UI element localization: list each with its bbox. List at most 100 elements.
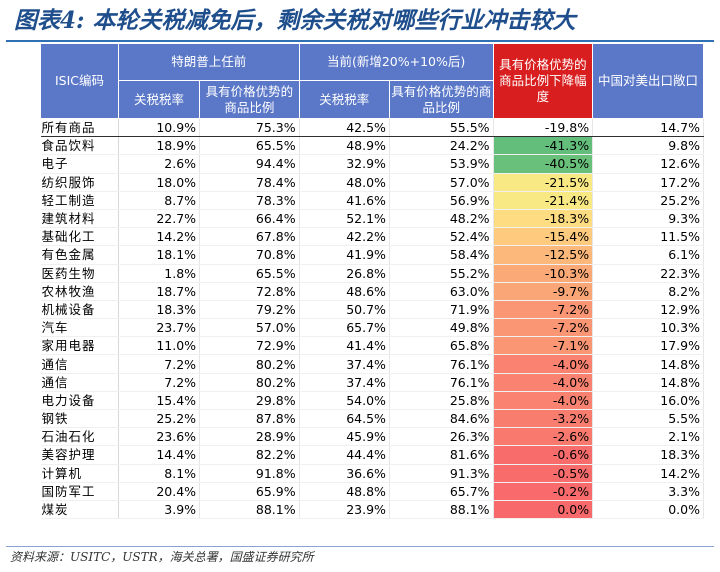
cell-pre-adv: 82.2% xyxy=(199,445,300,465)
cell-name: 食品饮料 xyxy=(40,136,119,156)
table-row: 食品饮料 18.9% 65.5% 48.9% 24.2% -41.3% 9.8% xyxy=(40,136,704,156)
cell-pre-adv: 75.3% xyxy=(199,118,300,138)
cell-name: 石油石化 xyxy=(40,427,119,447)
cell-pre-rate: 8.1% xyxy=(118,464,201,483)
cell-china: 14.8% xyxy=(592,354,704,374)
cell-cur-adv: 49.8% xyxy=(389,318,494,338)
table-row: 汽车 23.7% 57.0% 65.7% 49.8% -7.2% 10.3% xyxy=(40,318,704,338)
cell-cur-adv: 57.0% xyxy=(389,173,494,192)
cell-pre-adv: 80.2% xyxy=(199,354,300,374)
cell-name: 美容护理 xyxy=(40,445,119,465)
cell-cur-rate: 48.6% xyxy=(299,282,390,301)
table-row: 美容护理 14.4% 82.2% 44.4% 81.6% -0.6% 18.3% xyxy=(40,445,704,465)
cell-pre-rate: 14.2% xyxy=(118,227,201,247)
cell-cur-adv: 55.5% xyxy=(389,118,494,138)
cell-decline: -10.3% xyxy=(493,264,594,283)
table-row: 所有商品 10.9% 75.3% 42.5% 55.5% -19.8% 14.7% xyxy=(40,118,704,138)
table-row: 建筑材料 22.7% 66.4% 52.1% 48.2% -18.3% 9.3% xyxy=(40,209,704,229)
cell-cur-rate: 64.5% xyxy=(299,409,390,429)
cell-cur-adv: 24.2% xyxy=(389,136,494,156)
cell-pre-rate: 18.1% xyxy=(118,245,201,265)
cell-name: 机械设备 xyxy=(40,300,119,320)
cell-cur-adv: 58.4% xyxy=(389,245,494,265)
cell-name: 通信 xyxy=(40,354,119,374)
cell-pre-adv: 65.5% xyxy=(199,264,300,283)
table-row: 通信 7.2% 80.2% 37.4% 76.1% -4.0% 14.8% xyxy=(40,373,704,392)
table-row: 通信 7.2% 80.2% 37.4% 76.1% -4.0% 14.8% xyxy=(40,354,704,374)
cell-cur-rate: 54.0% xyxy=(299,391,390,411)
cell-name: 有色金属 xyxy=(40,245,119,265)
cell-cur-adv: 81.6% xyxy=(389,445,494,465)
header-isic: ISIC编码 xyxy=(40,43,119,119)
cell-china: 25.2% xyxy=(592,191,704,210)
cell-cur-rate: 23.9% xyxy=(299,500,390,520)
cell-name: 农林牧渔 xyxy=(40,282,119,301)
cell-cur-rate: 50.7% xyxy=(299,300,390,320)
cell-china: 14.8% xyxy=(592,373,704,392)
cell-cur-adv: 71.9% xyxy=(389,300,494,320)
cell-decline: -0.6% xyxy=(493,445,594,465)
cell-cur-rate: 65.7% xyxy=(299,318,390,338)
cell-cur-rate: 37.4% xyxy=(299,354,390,374)
cell-china: 10.3% xyxy=(592,318,704,338)
table-row: 石油石化 23.6% 28.9% 45.9% 26.3% -2.6% 2.1% xyxy=(40,427,704,447)
cell-cur-adv: 48.2% xyxy=(389,209,494,229)
cell-cur-adv: 65.8% xyxy=(389,336,494,356)
cell-cur-adv: 52.4% xyxy=(389,227,494,247)
cell-cur-rate: 48.8% xyxy=(299,482,390,501)
header-pre-adv: 具有价格优势的商品比例 xyxy=(199,80,300,119)
table-row: 基础化工 14.2% 67.8% 42.2% 52.4% -15.4% 11.5% xyxy=(40,227,704,247)
table-row: 钢铁 25.2% 87.8% 64.5% 84.6% -3.2% 5.5% xyxy=(40,409,704,429)
cell-decline: -9.7% xyxy=(493,282,594,301)
cell-cur-rate: 37.4% xyxy=(299,373,390,392)
cell-pre-adv: 29.8% xyxy=(199,391,300,411)
cell-name: 煤炭 xyxy=(40,500,119,520)
cell-china: 14.2% xyxy=(592,464,704,483)
cell-decline: -7.2% xyxy=(493,318,594,338)
header-group-current: 当前(新增20%+10%后) xyxy=(298,43,494,81)
cell-cur-adv: 76.1% xyxy=(389,354,494,374)
cell-name: 轻工制造 xyxy=(40,191,119,210)
cell-cur-rate: 44.4% xyxy=(299,445,390,465)
cell-decline: -4.0% xyxy=(493,391,594,411)
cell-cur-adv: 56.9% xyxy=(389,191,494,210)
cell-china: 9.3% xyxy=(592,209,704,229)
cell-pre-adv: 66.4% xyxy=(199,209,300,229)
cell-cur-adv: 65.7% xyxy=(389,482,494,501)
table-row: 轻工制造 8.7% 78.3% 41.6% 56.9% -21.4% 25.2% xyxy=(40,191,704,210)
cell-name: 建筑材料 xyxy=(40,209,119,229)
cell-china: 17.9% xyxy=(592,336,704,356)
cell-name: 医药生物 xyxy=(40,264,119,283)
cell-cur-rate: 48.0% xyxy=(299,173,390,192)
table-row: 电子 2.6% 94.4% 32.9% 53.9% -40.5% 12.6% xyxy=(40,154,704,174)
cell-name: 电力设备 xyxy=(40,391,119,411)
cell-decline: -15.4% xyxy=(493,227,594,247)
table-row: 医药生物 1.8% 65.5% 26.8% 55.2% -10.3% 22.3% xyxy=(40,264,704,283)
tariff-table: ISIC编码 特朗普上任前 当前(新增20%+10%后) 具有价格优势的商品比例… xyxy=(40,43,704,520)
cell-decline: -41.3% xyxy=(493,136,594,156)
cell-china: 16.0% xyxy=(592,391,704,411)
cell-decline: -12.5% xyxy=(493,245,594,265)
cell-china: 9.8% xyxy=(592,136,704,156)
header-cur-adv: 具有价格优势的商品比例 xyxy=(388,80,494,119)
cell-decline: -4.0% xyxy=(493,354,594,374)
cell-pre-rate: 25.2% xyxy=(118,409,201,429)
cell-decline: -4.0% xyxy=(493,373,594,392)
cell-china: 11.5% xyxy=(592,227,704,247)
cell-cur-adv: 91.3% xyxy=(389,464,494,483)
cell-cur-adv: 63.0% xyxy=(389,282,494,301)
cell-cur-rate: 41.4% xyxy=(299,336,390,356)
cell-cur-adv: 84.6% xyxy=(389,409,494,429)
cell-pre-adv: 91.8% xyxy=(199,464,300,483)
cell-cur-rate: 32.9% xyxy=(299,154,390,174)
cell-pre-rate: 20.4% xyxy=(118,482,201,501)
cell-pre-rate: 10.9% xyxy=(118,118,201,138)
table-row: 纺织服饰 18.0% 78.4% 48.0% 57.0% -21.5% 17.2% xyxy=(40,173,704,192)
cell-name: 电子 xyxy=(40,154,119,174)
cell-decline: -2.6% xyxy=(493,427,594,447)
cell-pre-rate: 3.9% xyxy=(118,500,201,520)
cell-cur-rate: 26.8% xyxy=(299,264,390,283)
cell-cur-rate: 52.1% xyxy=(299,209,390,229)
cell-china: 3.3% xyxy=(592,482,704,501)
cell-name: 所有商品 xyxy=(40,118,119,138)
